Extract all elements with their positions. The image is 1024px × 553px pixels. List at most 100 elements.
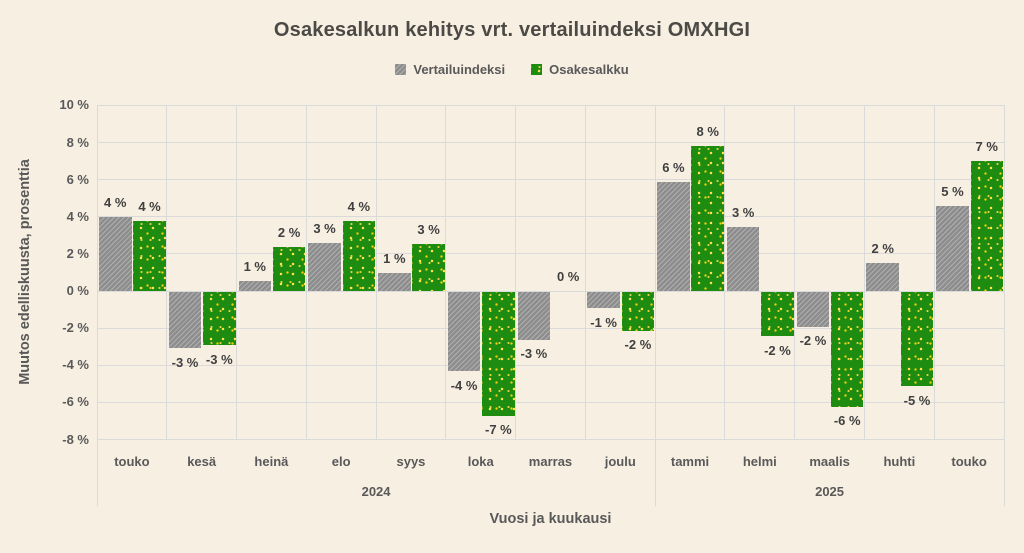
bar-osakesalkku-touko-0 [133,220,166,292]
gridline-vertical [305,105,307,440]
bar-vertailuindeksi-loka-5 [447,291,481,372]
x-axis-year-label-2025: 2025 [815,483,845,499]
data-label-vertailuindeksi-11: 2 % [871,241,894,257]
x-axis-title: Vuosi ja kuukausi [489,511,612,527]
data-label-osakesalkku-3: 4 % [347,198,371,214]
gridline-horizontal [97,104,1004,106]
gridline-horizontal [97,179,1004,181]
gridline-horizontal [97,364,1004,366]
data-label-vertailuindeksi-6: -3 % [520,346,548,362]
data-label-vertailuindeksi-1: -3 % [171,354,199,370]
x-axis-month-label-1: kesä [187,454,217,469]
bar-osakesalkku-loka-5 [482,291,515,416]
data-label-vertailuindeksi-5: -4 % [450,377,478,393]
bar-vertailuindeksi-huhti-11 [866,263,899,292]
y-axis-tick-label: 4 % [66,208,89,224]
x-axis-month-label-8: tammi [670,454,710,469]
bar-osakesalkku-kesä-1 [203,291,236,346]
legend-label-osakesalkku: Osakesalkku [549,62,629,77]
gridline-vertical [375,105,377,440]
data-label-vertailuindeksi-0: 4 % [104,194,127,210]
bar-osakesalkku-elo-3 [342,220,376,292]
x-axis-month-label-6: marras [528,454,573,469]
bar-vertailuindeksi-elo-3 [308,242,341,292]
data-label-vertailuindeksi-2: 1 % [243,258,266,274]
y-axis-tick-label: -6 % [62,394,89,410]
data-label-osakesalkku-11: -5 % [903,392,931,408]
gridline-horizontal [97,216,1004,218]
gridline-vertical [654,105,656,440]
bar-vertailuindeksi-touko-12 [936,205,969,292]
gridline-vertical [584,105,586,440]
gridline-vertical [794,105,796,440]
gridline-vertical [724,105,726,440]
bar-vertailuindeksi-syys-4 [378,273,411,292]
bar-osakesalkku-tammi-8 [691,146,724,292]
gridline-vertical [933,105,935,440]
gridline-horizontal [97,290,1004,292]
y-axis-tick-label: -4 % [62,357,89,373]
year-divider-line [1003,439,1005,506]
legend-item-vertailuindeksi: Vertailuindeksi [395,62,505,77]
bar-vertailuindeksi-touko-0 [99,216,132,292]
bar-osakesalkku-heinä-2 [272,247,306,292]
gridline-vertical [445,105,447,440]
data-label-osakesalkku-0: 4 % [138,198,161,214]
legend-label-vertailuindeksi: Vertailuindeksi [413,62,506,77]
x-axis-month-label-0: touko [114,454,150,469]
x-axis-month-label-7: joulu [604,454,636,469]
legend-item-osakesalkku: Osakesalkku [531,62,629,77]
legend: Vertailuindeksi Osakesalkku [0,62,1024,77]
data-label-osakesalkku-1: -3 % [205,351,233,367]
data-label-vertailuindeksi-10: -2 % [799,333,827,349]
bar-vertailuindeksi-heinä-2 [238,280,272,292]
data-label-osakesalkku-10: -6 % [833,413,861,429]
gridline-horizontal [97,401,1004,403]
gridline-vertical [236,105,238,440]
gridline-vertical [515,105,517,440]
y-axis-tick-label: 0 % [66,283,89,299]
legend-swatch-vertailuindeksi-icon [395,64,407,75]
x-axis-month-label-12: touko [951,454,987,469]
gridline-vertical [166,105,168,440]
bar-vertailuindeksi-helmi-9 [726,227,760,292]
bar-osakesalkku-joulu-7 [621,291,655,331]
data-label-vertailuindeksi-4: 1 % [383,251,406,267]
data-label-osakesalkku-12: 7 % [975,139,998,155]
gridline-vertical [863,105,865,440]
bar-osakesalkku-maalis-10 [830,291,864,407]
data-label-osakesalkku-9: -2 % [764,342,791,358]
bar-osakesalkku-syys-4 [412,243,445,292]
x-axis-year-label-2024: 2024 [361,483,391,499]
y-axis-tick-label: 10 % [59,97,89,113]
gridline-horizontal [97,439,1004,441]
bar-osakesalkku-touko-12 [970,161,1003,292]
gridline-horizontal [97,253,1004,255]
y-axis-tick-label: -2 % [62,320,89,336]
x-axis-month-label-5: loka [467,454,494,469]
gridline-vertical [96,105,98,440]
data-label-osakesalkku-4: 3 % [417,221,440,237]
year-divider-line [96,439,98,506]
x-axis-month-label-2: heinä [254,454,289,469]
legend-swatch-osakesalkku-icon [531,64,543,75]
gridline-vertical [1003,105,1005,440]
data-label-osakesalkku-2: 2 % [277,225,301,241]
data-label-osakesalkku-5: -7 % [485,422,512,438]
gridline-horizontal [97,327,1004,329]
bar-osakesalkku-huhti-11 [900,291,934,387]
bar-osakesalkku-helmi-9 [761,291,794,337]
y-axis-tick-label: -8 % [62,431,89,447]
bar-vertailuindeksi-kesä-1 [168,291,202,349]
bar-vertailuindeksi-marras-6 [517,291,551,340]
data-label-osakesalkku-6: 0 % [556,269,580,285]
data-label-vertailuindeksi-8: 6 % [662,159,685,175]
data-label-vertailuindeksi-7: -1 % [590,314,617,330]
data-label-vertailuindeksi-12: 5 % [941,183,964,199]
bar-vertailuindeksi-tammi-8 [657,181,690,292]
gridline-horizontal [97,142,1004,144]
data-label-vertailuindeksi-3: 3 % [313,220,336,236]
x-axis-month-label-11: huhti [883,454,916,469]
chart-title: Osakesalkun kehitys vrt. vertailuindeksi… [273,19,751,41]
